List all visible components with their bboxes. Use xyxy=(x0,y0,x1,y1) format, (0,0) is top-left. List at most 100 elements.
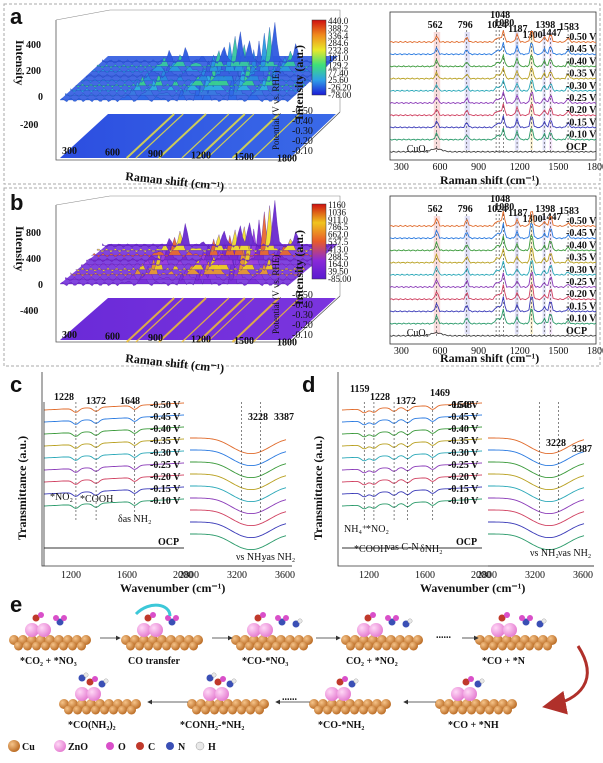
surface-slice xyxy=(96,27,328,69)
legend-marker xyxy=(195,741,205,751)
legend-label: N xyxy=(178,742,186,753)
cu-atom xyxy=(350,705,359,715)
ref-label: CuOₓ xyxy=(407,328,429,339)
y-tick: 400 xyxy=(26,254,41,265)
step-label: CO transfer xyxy=(128,656,180,667)
peak-label: 796 xyxy=(458,20,473,31)
series-label: -0.15 V xyxy=(448,484,479,495)
peak-label: 1228 xyxy=(370,392,390,403)
zno-atom xyxy=(149,623,163,637)
colorbar-tick: 537.5 xyxy=(328,237,349,247)
cu-atom xyxy=(458,705,467,715)
series-label: -0.30 V xyxy=(448,448,479,459)
peak-label: 1583 xyxy=(559,206,579,217)
series-label: -0.25 V xyxy=(566,93,597,104)
series-label: -0.20 V xyxy=(448,472,479,483)
c-atom xyxy=(462,678,470,686)
cu-atom xyxy=(355,641,364,651)
o-atom xyxy=(468,676,474,682)
colorbar-tick: 25.60 xyxy=(328,75,349,85)
x-tick: 600 xyxy=(105,148,120,159)
ftir-trace-right xyxy=(190,521,287,539)
y-axis-label: Intensity (a.u.) xyxy=(292,45,306,120)
ftir-trace-right xyxy=(190,437,287,455)
legend-label: H xyxy=(208,742,216,753)
cu-atom xyxy=(359,705,368,715)
series-label: -0.15 V xyxy=(566,301,597,312)
series-label: -0.40 V xyxy=(566,240,597,251)
x-tick: 1200 xyxy=(510,346,530,357)
ftir-trace-left xyxy=(43,450,185,461)
y-tick: 400 xyxy=(26,40,41,51)
cu-atom xyxy=(228,705,237,715)
floor-band xyxy=(197,113,246,159)
cu-atom xyxy=(245,641,254,651)
assignment-label: νas NH₂ xyxy=(558,548,591,559)
cu-atom xyxy=(341,705,350,715)
step-label: *CO + *NH xyxy=(448,720,499,731)
cu-atom xyxy=(391,641,400,651)
series-label: -0.20 V xyxy=(566,105,597,116)
x-tick: 900 xyxy=(471,162,486,173)
h-atom xyxy=(297,618,303,624)
zno-atom xyxy=(215,687,229,701)
series-label: -0.50 V xyxy=(448,400,479,411)
colorbar-tick: 440.0 xyxy=(328,16,349,26)
x-tick: 1200 xyxy=(61,570,81,581)
peak-label: 1187 xyxy=(508,208,527,219)
peak-label: 1648 xyxy=(120,396,140,407)
colorbar-tick: 1160 xyxy=(328,200,346,210)
colorbar-tick: 284.6 xyxy=(328,38,349,48)
ftir-trace-right xyxy=(190,509,287,527)
floor-band xyxy=(126,297,175,343)
z-tick: -0.20 xyxy=(292,320,313,331)
cu-atom xyxy=(246,705,255,715)
o-atom xyxy=(393,615,399,621)
floor-band xyxy=(135,297,184,343)
cu-atom xyxy=(281,641,290,651)
spectrum-trace xyxy=(389,78,597,93)
h-atom xyxy=(541,618,547,624)
peak-label: 1447 xyxy=(542,28,562,39)
n-atom xyxy=(56,618,64,626)
spectrum-trace xyxy=(389,66,597,80)
spectrum-trace xyxy=(389,247,597,264)
ftir-trace-right xyxy=(488,437,585,455)
ftir-trace-right xyxy=(488,485,585,503)
zno-atom xyxy=(75,687,89,701)
cycle-arrow xyxy=(542,645,589,715)
ftir-trace-left xyxy=(341,426,483,438)
cu-atom xyxy=(50,641,59,651)
zno-atom xyxy=(451,687,465,701)
n-atom xyxy=(98,680,106,688)
zno-atom xyxy=(37,623,51,637)
ftir-trace-left xyxy=(341,474,483,486)
z-tick: -0.40 xyxy=(292,300,313,311)
floor-band xyxy=(158,297,207,343)
x-tick: 300 xyxy=(394,346,409,357)
x-tick: 300 xyxy=(62,330,77,341)
legend-marker xyxy=(8,740,20,752)
o-atom xyxy=(385,615,391,621)
series-label: -0.25 V xyxy=(150,460,181,471)
x-tick: 1500 xyxy=(548,346,568,357)
x-tick: 1500 xyxy=(234,336,254,347)
cu-atom xyxy=(467,705,476,715)
ftir-trace-left xyxy=(43,462,185,473)
o-atom xyxy=(92,676,98,682)
peak-label: 1398 xyxy=(535,204,555,215)
spectrum-trace xyxy=(389,53,597,68)
o-atom xyxy=(165,615,171,621)
peak-label: 1024 xyxy=(487,204,507,215)
x-tick: 1200 xyxy=(510,162,530,173)
cu-atom xyxy=(476,705,485,715)
ftir-trace-right xyxy=(190,461,287,479)
x-tick: 1600 xyxy=(415,570,435,581)
o-atom xyxy=(61,615,67,621)
cu-atom xyxy=(373,641,382,651)
spectrum-trace xyxy=(389,296,597,313)
spectrum-trace xyxy=(389,235,597,252)
cu-atom xyxy=(314,705,323,715)
